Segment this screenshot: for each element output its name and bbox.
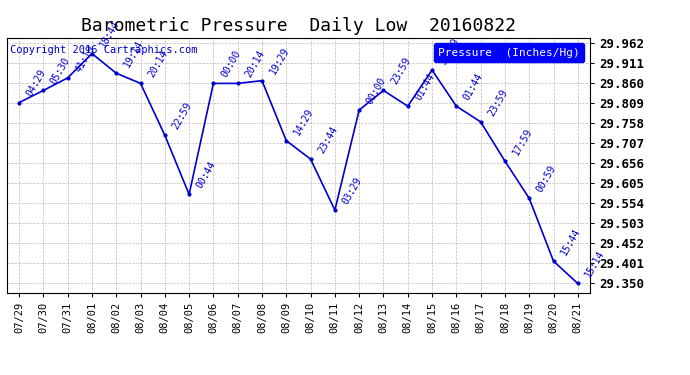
Text: 19:14: 19:14 [121,39,145,69]
Text: 14:29: 14:29 [292,106,315,136]
Text: 15:14: 15:14 [583,249,607,279]
Legend: Pressure  (Inches/Hg): Pressure (Inches/Hg) [434,43,584,62]
Text: 00:00: 00:00 [219,49,242,79]
Text: 19:29: 19:29 [268,46,291,76]
Text: 00:44: 00:44 [195,160,218,190]
Text: 23:59: 23:59 [389,56,413,86]
Text: 00:59: 00:59 [535,164,558,194]
Text: 03:29: 03:29 [340,176,364,206]
Text: 16:29: 16:29 [437,36,461,66]
Text: 20:14: 20:14 [244,49,266,79]
Text: 00:00: 00:00 [365,75,388,106]
Text: 01:44: 01:44 [462,72,485,102]
Text: 22:59: 22:59 [170,100,194,131]
Text: 04:29: 04:29 [25,68,48,99]
Text: Copyright 2016 Cartraphics.com: Copyright 2016 Cartraphics.com [10,45,197,55]
Text: 23:59: 23:59 [486,87,509,118]
Text: 05:30: 05:30 [49,56,72,86]
Text: 23:44: 23:44 [316,124,339,155]
Text: 01:44: 01:44 [413,72,437,102]
Text: 41:19: 41:19 [73,43,97,74]
Text: 20:14: 20:14 [146,49,170,79]
Text: 15:44: 15:44 [559,226,582,257]
Text: 17:59: 17:59 [511,126,534,157]
Text: 18:44: 18:44 [97,19,121,50]
Title: Barometric Pressure  Daily Low  20160822: Barometric Pressure Daily Low 20160822 [81,16,516,34]
